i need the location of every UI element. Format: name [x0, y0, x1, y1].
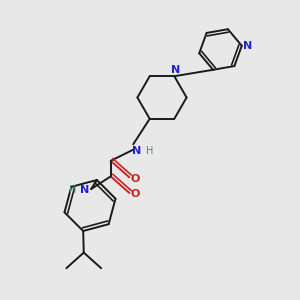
Text: O: O	[130, 174, 140, 184]
Text: N: N	[132, 146, 141, 156]
Text: N: N	[80, 184, 89, 195]
Text: H: H	[146, 146, 153, 156]
Text: N: N	[242, 41, 252, 51]
Text: O: O	[130, 189, 140, 200]
Text: H: H	[69, 184, 76, 195]
Text: N: N	[171, 64, 180, 75]
